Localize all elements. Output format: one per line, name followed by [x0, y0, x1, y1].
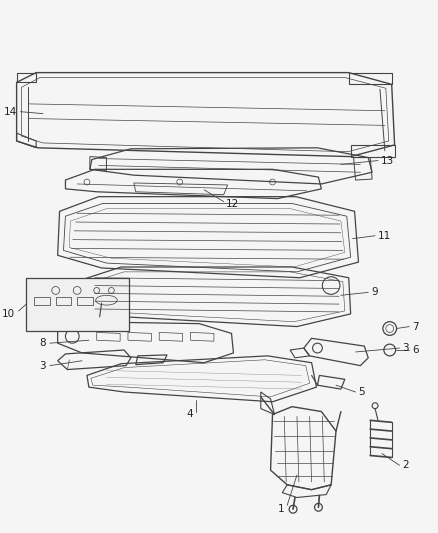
Text: 10: 10	[2, 309, 14, 319]
Text: 3: 3	[39, 361, 46, 370]
Text: 14: 14	[4, 107, 17, 117]
Text: 11: 11	[378, 231, 391, 241]
Text: 2: 2	[403, 461, 409, 470]
Text: 9: 9	[371, 287, 378, 297]
Text: 13: 13	[381, 156, 394, 166]
Text: 12: 12	[226, 198, 239, 208]
Text: 8: 8	[39, 338, 46, 348]
Text: 4: 4	[187, 409, 194, 419]
Text: 3: 3	[403, 343, 409, 353]
Bar	[26, 278, 129, 332]
Text: 7: 7	[412, 321, 419, 332]
Text: 5: 5	[358, 387, 365, 397]
Text: 1: 1	[278, 504, 284, 514]
Text: 6: 6	[412, 345, 419, 355]
